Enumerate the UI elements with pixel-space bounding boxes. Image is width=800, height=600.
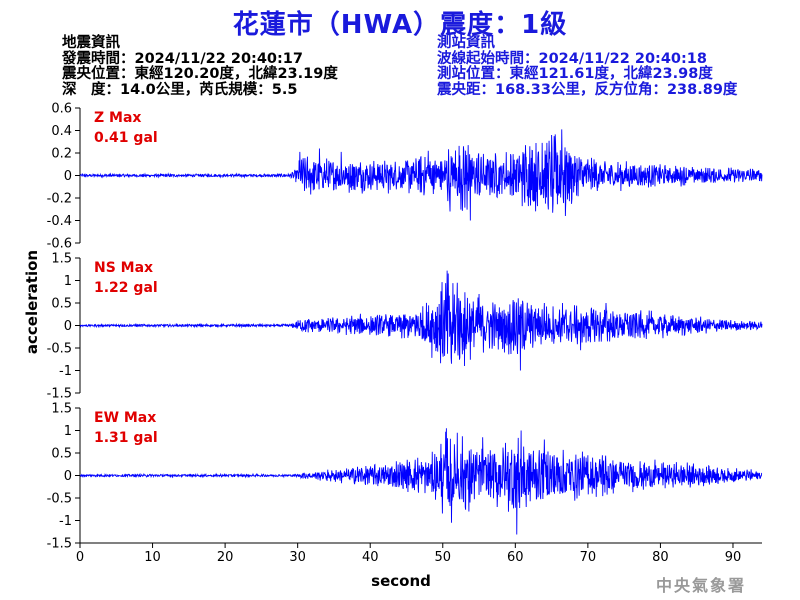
x-axis-label: second	[371, 572, 431, 590]
y-tick-label: 0.5	[51, 447, 72, 462]
epicenter-location: 震央位置：東經120.20度，北緯23.19度	[62, 66, 338, 82]
y-tick-label: 0	[64, 469, 72, 484]
origin-time: 發震時間：2024/11/22 20:40:17	[62, 50, 303, 67]
x-tick-label: 0	[76, 550, 84, 565]
x-tick-label: 80	[652, 550, 669, 565]
x-tick-label: 30	[289, 550, 306, 565]
component-max-label: EW Max	[94, 410, 156, 426]
y-tick-label: -1	[59, 514, 72, 529]
y-tick-label: -0.4	[47, 214, 72, 229]
distance-azimuth: 震央距：168.33公里，反方位角：238.89度	[437, 81, 738, 98]
x-tick-label: 70	[580, 550, 597, 565]
station-info: 測站資訊 波線起始時間：2024/11/22 20:40:18 測站位置：東經1…	[437, 35, 738, 98]
waveform-trace	[79, 270, 763, 371]
y-tick-label: 0	[64, 319, 72, 334]
y-tick-label: 0.6	[51, 102, 72, 117]
wave-start-time: 波線起始時間：2024/11/22 20:40:18	[437, 50, 707, 67]
station-info-heading: 測站資訊	[437, 35, 495, 51]
x-tick-label: 20	[217, 550, 234, 565]
waveform-trace	[79, 428, 763, 535]
y-tick-label: 1.5	[51, 402, 72, 417]
component-max-value: 0.41 gal	[94, 130, 158, 146]
y-tick-label: 1	[64, 424, 72, 439]
x-tick-label: 50	[434, 550, 451, 565]
x-tick-label: 10	[144, 550, 161, 565]
y-tick-label: -0.6	[47, 237, 72, 252]
x-tick-label: 40	[362, 550, 379, 565]
station-location: 測站位置：東經121.61度，北緯23.98度	[437, 66, 713, 82]
y-tick-label: -0.5	[47, 492, 72, 507]
earthquake-info-heading: 地震資訊	[62, 35, 120, 51]
component-max-value: 1.31 gal	[94, 430, 158, 446]
y-tick-label: 1	[64, 274, 72, 289]
y-tick-label: 0.5	[51, 297, 72, 312]
organization-seal: 中央氣象署	[656, 576, 747, 595]
component-max-value: 1.22 gal	[94, 280, 158, 296]
y-tick-label: -1.5	[47, 537, 72, 552]
y-tick-label: 1.5	[51, 252, 72, 267]
y-tick-label: -0.5	[47, 342, 72, 357]
y-axis-label: acceleration	[23, 250, 41, 354]
y-tick-label: 0.2	[51, 147, 72, 162]
depth-magnitude: 深 度：14.0公里，芮氏規模：5.5	[62, 81, 298, 98]
component-max-label: NS Max	[94, 260, 153, 276]
page-title: 花蓮市（HWA）震度：1級	[232, 10, 568, 40]
waveform-trace	[79, 129, 763, 221]
y-tick-label: -1	[59, 364, 72, 379]
y-tick-label: -1.5	[47, 387, 72, 402]
x-tick-label: 90	[725, 550, 742, 565]
component-max-label: Z Max	[94, 110, 141, 126]
earthquake-info: 地震資訊 發震時間：2024/11/22 20:40:17 震央位置：東經120…	[62, 35, 338, 98]
y-tick-label: 0.4	[51, 124, 72, 139]
y-tick-label: -0.2	[47, 192, 72, 207]
x-tick-label: 60	[507, 550, 524, 565]
y-tick-label: 0	[64, 169, 72, 184]
